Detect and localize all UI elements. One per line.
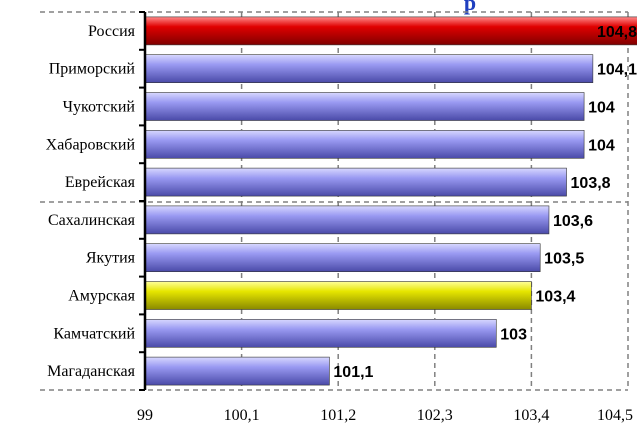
category-label: Еврейская [65,174,136,191]
value-label: 104,1 [597,62,637,79]
value-label: 103,6 [553,213,593,230]
category-label: Камчатский [53,325,135,342]
category-label: Приморский [49,61,136,78]
category-label: Амурская [68,288,135,305]
value-label: 104,8 [597,24,637,41]
x-tick-label: 102,3 [417,407,453,424]
bar [144,167,567,197]
bars [144,16,637,386]
bar [144,318,497,348]
value-label: 104 [588,137,615,154]
value-label: 103,8 [571,175,611,192]
x-tick-label: 100,1 [224,407,260,424]
x-tick-label: 103,4 [513,407,549,424]
bar [144,92,585,121]
category-label: Сахалинская [48,212,136,229]
category-label: Хабаровский [46,136,136,153]
bar [144,243,541,272]
category-label: Магаданская [47,363,136,380]
category-label: Россия [88,23,136,40]
axis [139,11,147,391]
value-label: 103,5 [544,251,584,268]
x-tick-label: 104,5 [597,407,633,424]
value-label: 104 [588,100,615,117]
bar [144,281,532,310]
value-label: 101,1 [333,364,373,381]
bar [144,16,637,46]
bar [144,130,585,159]
category-label: Якутия [86,250,136,267]
x-tick-label: 99 [137,407,153,424]
value-label: 103 [500,326,527,343]
bar [144,54,594,84]
category-label: Чукотский [63,99,136,116]
value-label: 103,4 [535,289,575,306]
bar [144,205,550,235]
bar [144,356,330,386]
labels: Россия 104,8 Приморский 104,1 Чукотский 104 Ха… [46,23,637,424]
x-tick-label: 101,2 [320,407,356,424]
